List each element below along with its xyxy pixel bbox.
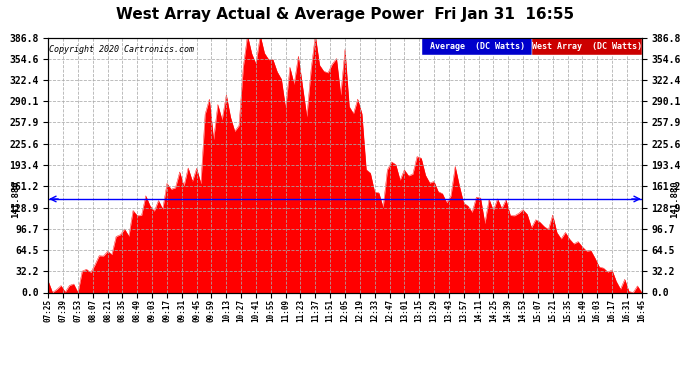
Text: 141.880: 141.880 [670,180,679,218]
Text: West Array  (DC Watts): West Array (DC Watts) [532,42,642,51]
FancyBboxPatch shape [422,38,532,56]
FancyBboxPatch shape [532,38,642,56]
Text: Average  (DC Watts): Average (DC Watts) [430,42,524,51]
Text: 141.880: 141.880 [11,180,20,218]
Text: West Array Actual & Average Power  Fri Jan 31  16:55: West Array Actual & Average Power Fri Ja… [116,8,574,22]
Text: Copyright 2020 Cartronics.com: Copyright 2020 Cartronics.com [50,45,195,54]
